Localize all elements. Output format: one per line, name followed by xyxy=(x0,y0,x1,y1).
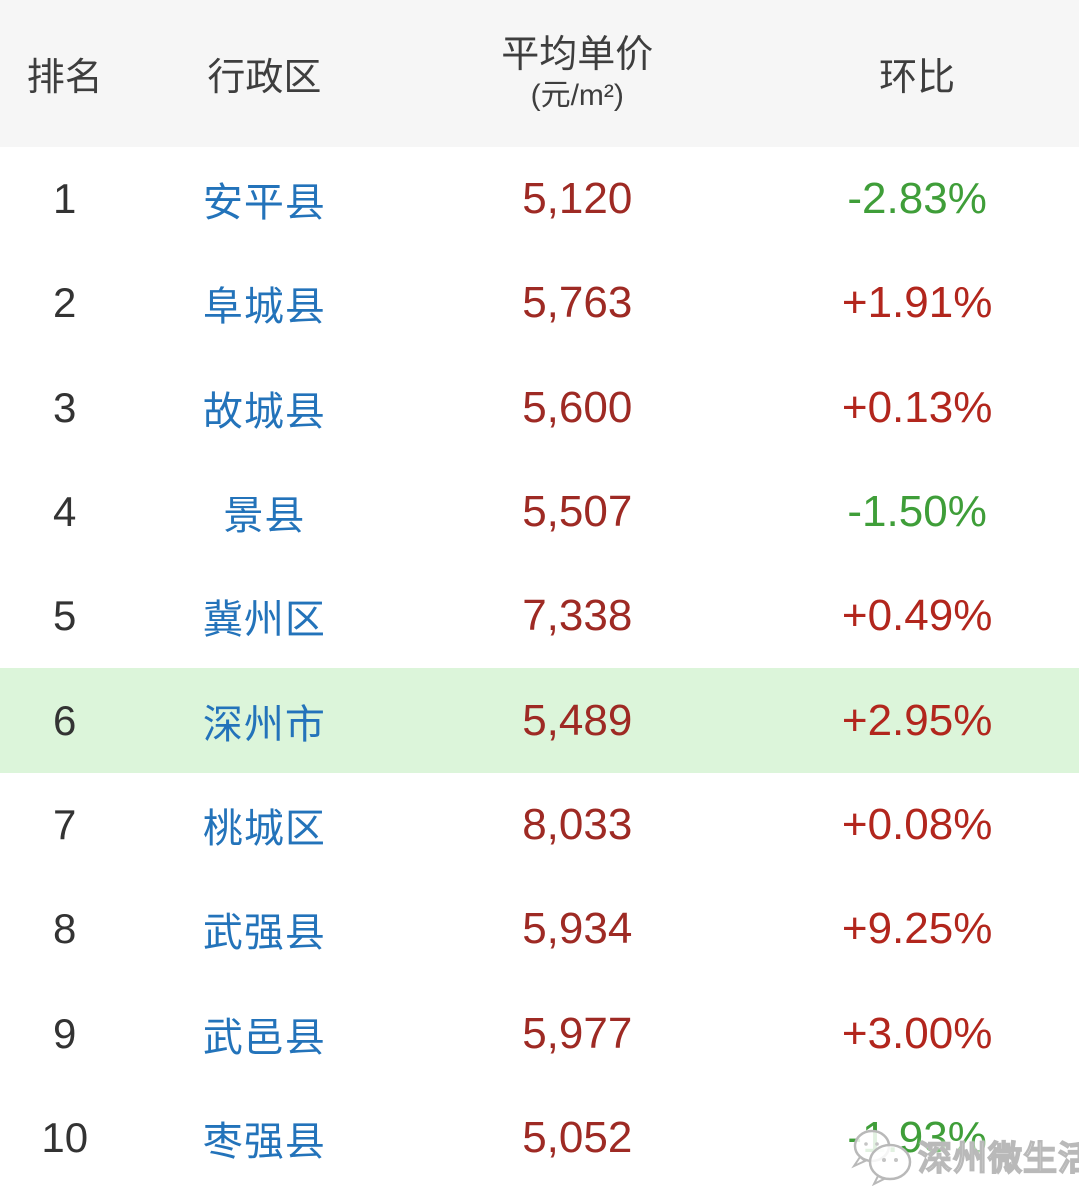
header-price-line1: 平均单价 xyxy=(501,33,654,76)
rank-cell: 10 xyxy=(41,1113,89,1161)
district-cell: 枣强县 xyxy=(202,1119,326,1164)
district-cell: 阜城县 xyxy=(202,285,326,330)
table-row: 3 故城县 5,600 +0.13% xyxy=(0,356,1079,460)
table-row: 2 阜城县 5,763 +1.91% xyxy=(0,251,1079,355)
district-cell: 桃城区 xyxy=(202,806,326,851)
price-cell: 5,120 xyxy=(522,174,633,224)
header-rank: 排名 xyxy=(26,57,103,99)
rank-cell: 5 xyxy=(53,592,77,640)
table-row: 7 桃城区 8,033 +0.08% xyxy=(0,773,1079,877)
change-cell: +9.25% xyxy=(841,904,993,954)
table-row: 4 景县 5,507 -1.50% xyxy=(0,460,1079,564)
price-cell: 5,934 xyxy=(522,904,633,954)
table-header-row: 排名 行政区 平均单价 (元/m²) 环比 xyxy=(0,0,1079,147)
district-cell: 武邑县 xyxy=(202,1015,326,1060)
price-cell: 5,489 xyxy=(522,695,633,745)
table-row-highlighted: 6 深州市 5,489 +2.95% xyxy=(0,668,1079,773)
header-price: 平均单价 (元/m²) xyxy=(399,33,755,115)
rank-cell: 9 xyxy=(53,1009,77,1057)
rank-cell: 4 xyxy=(53,488,77,536)
price-cell: 7,338 xyxy=(522,591,633,641)
price-cell: 5,052 xyxy=(522,1112,633,1162)
table-row: 8 武强县 5,934 +9.25% xyxy=(0,877,1079,981)
table-row: 5 冀州区 7,338 +0.49% xyxy=(0,564,1079,668)
rank-cell: 2 xyxy=(53,279,77,327)
change-cell: -2.83% xyxy=(847,174,987,224)
header-district: 行政区 xyxy=(207,57,322,99)
change-cell: +1.91% xyxy=(841,278,993,328)
watermark: 深州微生活 xyxy=(850,1124,1079,1186)
price-cell: 5,763 xyxy=(522,278,633,328)
change-cell: +3.00% xyxy=(841,1008,993,1058)
change-cell: +0.49% xyxy=(841,591,993,641)
rank-cell: 3 xyxy=(53,383,77,431)
rank-cell: 1 xyxy=(53,175,77,223)
price-cell: 5,507 xyxy=(522,487,633,537)
price-cell: 5,977 xyxy=(522,1008,633,1058)
header-change: 环比 xyxy=(879,57,956,99)
table-row: 9 武邑县 5,977 +3.00% xyxy=(0,981,1079,1085)
district-cell: 安平县 xyxy=(202,181,326,226)
rank-cell: 7 xyxy=(53,800,77,848)
district-cell: 故城县 xyxy=(202,389,326,434)
district-cell: 景县 xyxy=(223,494,306,539)
watermark-text: 深州微生活 xyxy=(917,1139,1079,1178)
change-cell: +2.95% xyxy=(841,695,993,745)
change-cell: +0.13% xyxy=(841,382,993,432)
chat-bubbles-icon xyxy=(851,1129,912,1186)
header-price-line2: (元/m²) xyxy=(530,79,624,113)
district-cell: 武强县 xyxy=(202,911,326,956)
price-cell: 5,600 xyxy=(522,382,633,432)
change-cell: +0.08% xyxy=(841,799,993,849)
change-cell: -1.50% xyxy=(847,487,987,537)
district-cell: 冀州区 xyxy=(202,598,326,643)
price-cell: 8,033 xyxy=(522,799,633,849)
district-cell: 深州市 xyxy=(202,702,326,747)
rank-cell: 8 xyxy=(53,905,77,953)
table-row: 1 安平县 5,120 -2.83% xyxy=(0,147,1079,251)
rank-cell: 6 xyxy=(53,696,77,744)
